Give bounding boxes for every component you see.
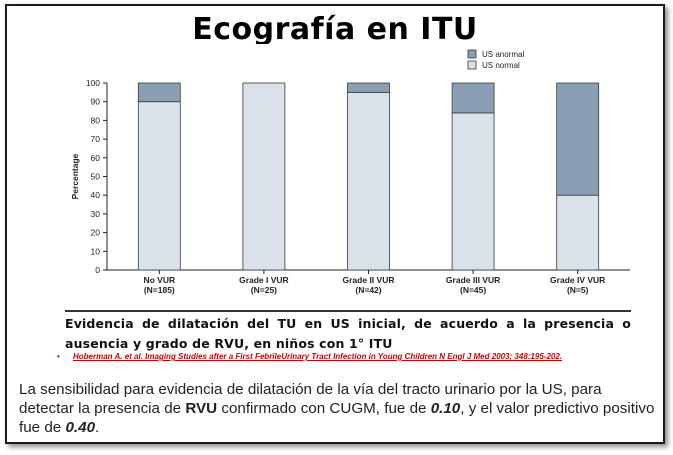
x-tick-label: No VUR <box>143 275 175 285</box>
body-paragraph: La sensibilidad para evidencia de dilata… <box>19 380 659 437</box>
bar-segment-us-normal <box>137 101 181 271</box>
y-tick-label: 100 <box>86 78 100 88</box>
slide-title: Ecografía en ITU <box>192 12 478 47</box>
reference-link[interactable]: Hoberman A. et al. Imaging Studies after… <box>73 352 563 361</box>
slide: Ecografía en ITU 0 10 20 30 40 50 60 70 80 90 100 P… <box>5 4 665 444</box>
y-tick-label: 30 <box>91 209 101 219</box>
body-rvu: RVU <box>185 400 218 417</box>
y-axis-label: Percentage <box>70 153 80 199</box>
y-tick-label: 0 <box>95 265 100 275</box>
body-text-2: confirmado con CUGM, fue de <box>217 400 431 417</box>
x-tick-sublabel: (N=5) <box>567 285 589 295</box>
x-tick-label: Grade II VUR <box>343 275 395 285</box>
legend-swatch <box>467 49 477 59</box>
body-ppv-value: 0.40 <box>65 419 96 436</box>
x-tick-sublabel: (N=185) <box>144 285 175 295</box>
x-tick-label: Grade I VUR <box>239 275 289 285</box>
figure-caption: Evidencia de dilatación del TU en US ini… <box>65 310 631 354</box>
x-tick-sublabel: (N=45) <box>460 285 486 295</box>
x-tick-sublabel: (N=42) <box>355 285 381 295</box>
y-tick-label: 60 <box>91 153 101 163</box>
bar-segment-us-normal <box>556 194 600 271</box>
y-tick-label: 40 <box>91 190 101 200</box>
bar-segment-us-anormal <box>451 82 495 114</box>
y-tick-label: 70 <box>91 134 101 144</box>
body-text-4: . <box>95 419 100 436</box>
bar-segment-us-normal <box>451 112 495 271</box>
y-tick-label: 80 <box>91 115 101 125</box>
x-tick-label: Grade IV VUR <box>550 275 605 285</box>
legend-label: US anormal <box>482 50 524 59</box>
body-text-3: , y el valor predictivo positivo fue de <box>19 400 655 436</box>
bar-segment-us-anormal <box>556 82 600 196</box>
bullet-icon: • <box>57 352 60 361</box>
legend-label: US normal <box>482 61 520 70</box>
x-tick-label: Grade III VUR <box>446 275 500 285</box>
bar-segment-us-anormal <box>347 82 390 93</box>
y-tick-label: 20 <box>91 228 101 238</box>
y-tick-label: 50 <box>91 172 101 182</box>
body-sensitivity-value: 0.10 <box>430 400 461 417</box>
bar-segment-us-normal <box>347 91 390 271</box>
reference-citation[interactable]: • Hoberman A. et al. Imaging Studies aft… <box>57 352 613 362</box>
y-tick-label: 90 <box>91 97 101 107</box>
bar-segment-us-normal <box>242 82 286 271</box>
legend-swatch <box>467 60 477 70</box>
y-tick-label: 10 <box>91 246 101 256</box>
bar-segment-us-anormal <box>137 82 181 103</box>
body-text-1: La sensibilidad para evidencia de dilata… <box>19 381 602 417</box>
chart-panel: 0 10 20 30 40 50 60 70 80 90 100 Percentage No VUR (N… <box>55 44 637 362</box>
x-tick-sublabel: (N=25) <box>251 285 277 295</box>
